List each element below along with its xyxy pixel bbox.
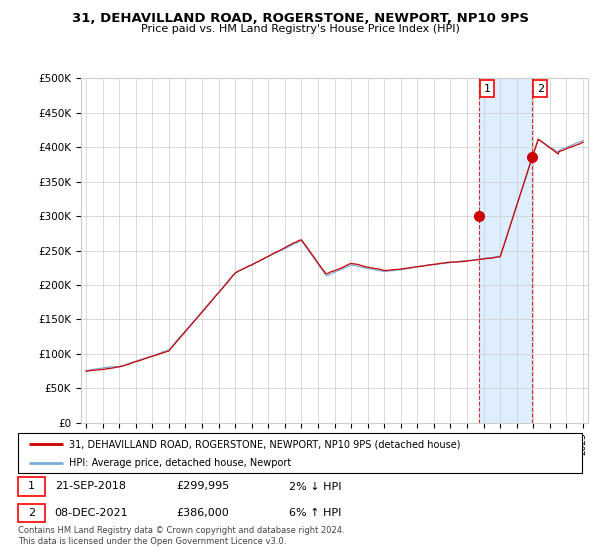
Text: £386,000: £386,000 — [176, 508, 229, 518]
Text: 1: 1 — [28, 482, 35, 492]
Text: 2: 2 — [537, 84, 544, 94]
Bar — [18, 504, 45, 522]
Text: 31, DEHAVILLAND ROAD, ROGERSTONE, NEWPORT, NP10 9PS (detached house): 31, DEHAVILLAND ROAD, ROGERSTONE, NEWPOR… — [69, 439, 460, 449]
Text: 08-DEC-2021: 08-DEC-2021 — [55, 508, 128, 518]
Text: Contains HM Land Registry data © Crown copyright and database right 2024.
This d: Contains HM Land Registry data © Crown c… — [18, 526, 344, 546]
Text: 21-SEP-2018: 21-SEP-2018 — [55, 482, 125, 492]
Text: £299,995: £299,995 — [176, 482, 229, 492]
Text: 31, DEHAVILLAND ROAD, ROGERSTONE, NEWPORT, NP10 9PS: 31, DEHAVILLAND ROAD, ROGERSTONE, NEWPOR… — [71, 12, 529, 25]
Text: Price paid vs. HM Land Registry's House Price Index (HPI): Price paid vs. HM Land Registry's House … — [140, 24, 460, 34]
Text: HPI: Average price, detached house, Newport: HPI: Average price, detached house, Newp… — [69, 458, 291, 468]
Text: 6% ↑ HPI: 6% ↑ HPI — [289, 508, 341, 518]
Text: 1: 1 — [484, 84, 491, 94]
Text: 2% ↓ HPI: 2% ↓ HPI — [289, 482, 341, 492]
Text: 2: 2 — [28, 508, 35, 518]
Bar — [18, 478, 45, 496]
Bar — [479, 78, 532, 423]
